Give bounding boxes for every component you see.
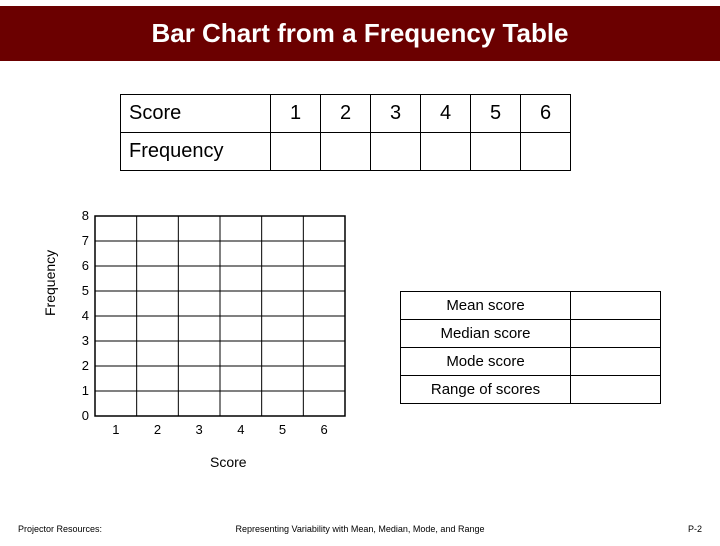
svg-text:0: 0: [82, 408, 89, 423]
frequency-cell: [371, 133, 421, 171]
frequency-cell: [321, 133, 371, 171]
chart-svg: 0 1 2 3 4 5 6 7 8 1 2 3 4 5 6: [50, 206, 370, 456]
score-cell: 3: [371, 95, 421, 133]
y-axis-label: Frequency: [42, 250, 58, 316]
x-axis-label: Score: [210, 454, 247, 470]
score-cell: 2: [321, 95, 371, 133]
stat-value-median: [571, 320, 661, 348]
stat-label-median: Median score: [401, 320, 571, 348]
svg-text:3: 3: [82, 333, 89, 348]
frequency-table: Score 1 2 3 4 5 6 Frequency: [120, 94, 571, 171]
stat-value-range: [571, 376, 661, 404]
svg-text:7: 7: [82, 233, 89, 248]
stat-label-range: Range of scores: [401, 376, 571, 404]
stat-value-mean: [571, 292, 661, 320]
frequency-cell: [521, 133, 571, 171]
svg-text:8: 8: [82, 208, 89, 223]
svg-text:2: 2: [154, 422, 161, 437]
svg-text:6: 6: [321, 422, 328, 437]
svg-text:5: 5: [82, 283, 89, 298]
svg-text:6: 6: [82, 258, 89, 273]
slide-title: Bar Chart from a Frequency Table: [0, 6, 720, 61]
score-cell: 5: [471, 95, 521, 133]
stat-label-mode: Mode score: [401, 348, 571, 376]
svg-text:3: 3: [196, 422, 203, 437]
score-cell: 6: [521, 95, 571, 133]
svg-text:1: 1: [82, 383, 89, 398]
svg-text:4: 4: [237, 422, 244, 437]
svg-text:2: 2: [82, 358, 89, 373]
stat-value-mode: [571, 348, 661, 376]
stat-label-mean: Mean score: [401, 292, 571, 320]
frequency-cell: [271, 133, 321, 171]
svg-text:5: 5: [279, 422, 286, 437]
frequency-row-label: Frequency: [121, 133, 271, 171]
frequency-cell: [471, 133, 521, 171]
footer-center: Representing Variability with Mean, Medi…: [0, 524, 720, 534]
svg-text:1: 1: [112, 422, 119, 437]
score-row-label: Score: [121, 95, 271, 133]
score-cell: 4: [421, 95, 471, 133]
score-cell: 1: [271, 95, 321, 133]
bar-chart: 012345678123456 Frequency Score: [50, 206, 370, 466]
svg-text:4: 4: [82, 308, 89, 323]
footer-right: P-2: [688, 524, 702, 534]
frequency-cell: [421, 133, 471, 171]
stats-table: Mean score Median score Mode score Range…: [400, 291, 661, 404]
